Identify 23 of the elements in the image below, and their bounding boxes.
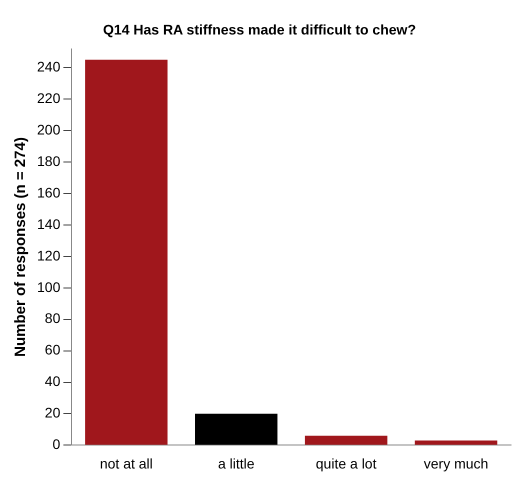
- y-tick-label: 80: [44, 310, 61, 326]
- bar: [85, 60, 168, 445]
- y-tick-label: 120: [37, 247, 61, 264]
- y-tick-label: 200: [37, 121, 61, 138]
- y-tick-label: 40: [44, 373, 61, 390]
- y-tick-label: 100: [37, 278, 61, 295]
- bar: [195, 414, 278, 445]
- chart-title: Q14 Has RA stiffness made it difficult to chew?: [103, 21, 416, 38]
- bar: [414, 440, 498, 445]
- y-tick-label: 180: [37, 152, 61, 169]
- y-tick-label: 160: [37, 184, 61, 200]
- x-tick-label: quite a lot: [316, 455, 377, 472]
- x-tick-label: very much: [424, 455, 488, 472]
- y-tick-label: 220: [37, 90, 61, 106]
- y-tick-label: 60: [44, 342, 61, 358]
- y-tick-label: 20: [44, 404, 61, 421]
- x-tick-label: a little: [218, 455, 255, 472]
- y-tick-label: 240: [37, 58, 61, 75]
- y-tick-label: 0: [52, 436, 61, 452]
- y-tick-label: 140: [37, 216, 61, 232]
- y-axis-title: Number of responses (n = 274): [12, 137, 30, 357]
- bar: [304, 436, 388, 445]
- x-tick-label: not at all: [100, 455, 153, 472]
